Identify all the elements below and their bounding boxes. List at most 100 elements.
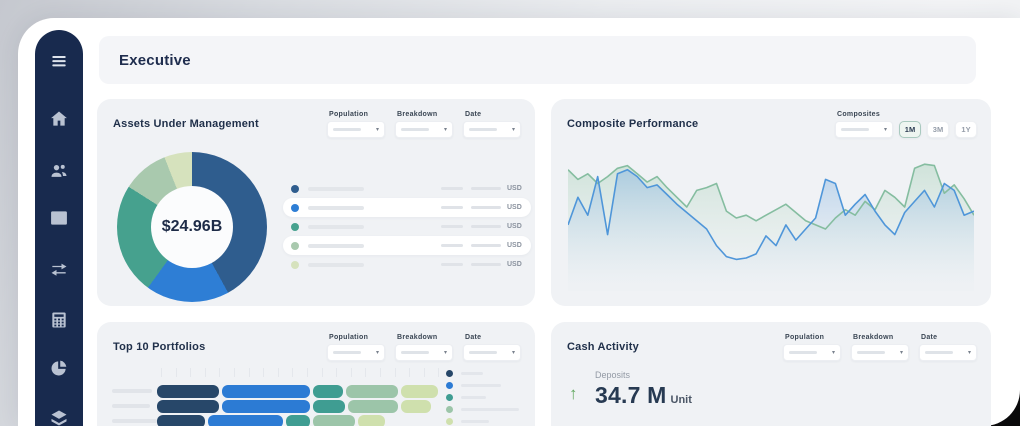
gridline-tick [394,368,396,377]
population-dropdown[interactable]: ▾ [327,121,385,138]
gridline-tick [321,368,323,377]
legend-color-dot [446,382,453,389]
legend-color-dot [291,184,299,193]
population-dropdown[interactable]: ▾ [327,344,385,361]
breakdown-dropdown[interactable]: ▾ [395,121,453,138]
transactions-icon[interactable] [48,258,70,280]
deposits-value: 34.7 M [595,382,667,408]
aum-legend-row[interactable]: USD [283,236,531,255]
home-icon[interactable] [48,108,70,130]
bar-segment [313,385,343,398]
cash-filters: Population ▾ Breakdown ▾ Date ▾ [783,334,977,361]
legend-name-placeholder [308,224,364,229]
legend-value-placeholder [441,206,463,209]
composite-blue-line[interactable] [568,168,974,261]
composites-filter: Composites ▾ [835,111,893,138]
page-title: Executive [119,51,191,69]
gridline-tick [307,368,308,377]
legend-name-placeholder [461,408,519,411]
portfolio-name-placeholder [112,389,152,393]
date-dropdown[interactable]: ▾ [463,121,521,138]
calculator-icon[interactable] [48,309,70,331]
gridline-tick [292,368,294,377]
top10-legend-item[interactable] [446,418,519,425]
legend-name-placeholder [461,384,501,387]
gridline-tick [263,368,265,377]
legend-currency-label: USD [507,223,522,230]
page-header: Executive [99,36,976,84]
filter-label: Population [329,334,369,341]
top10-legend-item[interactable] [446,382,519,389]
card-top10-portfolios: Top 10 Portfolios Population ▾ Breakdown ▾ D… [97,322,535,426]
breakdown-dropdown[interactable]: ▾ [395,344,453,361]
breakdown-dropdown[interactable]: ▾ [851,344,909,361]
chevron-down-icon: ▾ [831,349,835,356]
clients-icon[interactable] [48,160,70,182]
composite-performance-chart[interactable] [568,143,974,291]
aum-legend-row[interactable]: USD [283,255,531,274]
range-button-1m[interactable]: 1M [899,121,921,138]
filter-label: Date [465,111,482,118]
range-button-group: 1M 3M 1Y [899,121,977,138]
top10-bar-chart[interactable] [157,368,509,426]
aum-donut-chart[interactable]: $24.96B [117,152,267,302]
dropdown-placeholder [401,351,429,354]
legend-amount-placeholder [471,187,501,190]
card-cash-activity: Cash Activity Population ▾ Breakdown ▾ Date ▾… [551,322,991,426]
gridline-tick [365,368,367,377]
portfolio-name-placeholder [112,419,157,423]
portfolio-bar-row[interactable] [157,385,438,398]
top10-legend-item[interactable] [446,406,519,413]
date-dropdown[interactable]: ▾ [919,344,977,361]
filter-label: Breakdown [397,334,438,341]
legend-color-dot [446,406,453,413]
menu-icon[interactable] [48,50,70,72]
date-dropdown[interactable]: ▾ [463,344,521,361]
legend-color-dot [291,222,299,231]
bar-segment [401,400,431,413]
gridline-tick [336,368,338,377]
top10-card-title: Top 10 Portfolios [113,341,206,353]
legend-color-dot [291,203,299,212]
range-button-3m[interactable]: 3M [927,121,949,138]
bar-segment [348,400,398,413]
aum-legend-row[interactable]: USD [283,217,531,236]
portfolio-bar-row[interactable] [157,415,385,426]
performance-icon[interactable] [48,207,70,229]
bar-segment [346,385,398,398]
bar-segment [286,415,310,426]
aum-legend-row[interactable]: USD [283,179,531,198]
legend-value-placeholder [441,244,463,247]
aum-legend-row[interactable]: USD [283,198,531,217]
bar-segment [313,400,345,413]
top10-legend-item[interactable] [446,370,519,377]
chevron-down-icon: ▾ [443,126,447,133]
chevron-down-icon: ▾ [511,349,515,356]
allocation-pie-icon[interactable] [48,357,70,379]
deposits-unit: Unit [670,394,692,406]
filter-group-breakdown: Breakdown ▾ [395,111,453,138]
legend-color-dot [291,241,299,250]
bar-segment [222,400,310,413]
gridline-tick [190,368,192,377]
composite-green-line[interactable] [568,163,974,230]
legend-currency-label: USD [507,242,522,249]
chevron-down-icon: ▾ [375,349,379,356]
top10-legend-item[interactable] [446,394,519,401]
filter-group-population: Population ▾ [327,111,385,138]
filter-label: Population [785,334,825,341]
deposits-label: Deposits [595,370,631,380]
bar-segment [313,415,355,426]
legend-amount-placeholder [471,244,501,247]
holdings-layers-icon[interactable] [48,407,70,426]
chevron-down-icon: ▾ [967,349,971,356]
portfolio-bar-row[interactable] [157,400,431,413]
bar-segment [157,400,219,413]
range-button-1y[interactable]: 1Y [955,121,977,138]
composites-dropdown[interactable]: ▾ [835,121,893,138]
filter-label: Population [329,111,369,118]
gridline-tick [175,368,177,377]
filter-group-breakdown: Breakdown ▾ [851,334,909,361]
population-dropdown[interactable]: ▾ [783,344,841,361]
composite-controls: Composites ▾ 1M 3M 1Y [835,111,977,138]
